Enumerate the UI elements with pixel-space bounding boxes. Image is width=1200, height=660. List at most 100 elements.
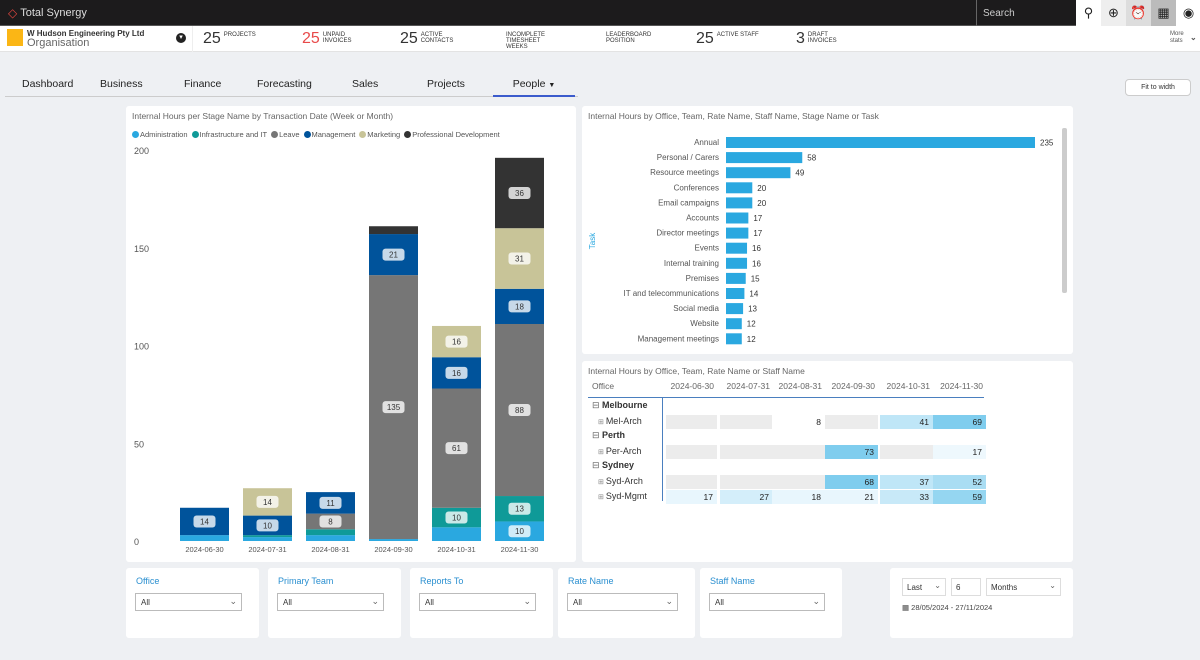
legend-item[interactable]: Administration [132, 130, 188, 139]
matrix-cell[interactable] [720, 415, 773, 429]
lightbulb-icon[interactable]: ⚲ [1076, 0, 1101, 26]
matrix-cell[interactable] [772, 475, 825, 489]
timer-icon[interactable]: ⏰ [1126, 0, 1151, 26]
bar[interactable] [726, 197, 753, 209]
bar[interactable] [726, 212, 749, 224]
stat-item[interactable]: 3 Draft Invoices [796, 30, 858, 48]
calendar-icon[interactable]: ▦ [1151, 0, 1176, 26]
stat-item[interactable]: 25 Projects [203, 30, 274, 48]
matrix-team-row[interactable]: ⊞ Syd-Arch [598, 476, 643, 486]
legend-item[interactable]: Infrastructure and IT [191, 130, 267, 139]
matrix-office-row[interactable]: ⊟ Perth [592, 430, 626, 440]
filter-select[interactable]: All ⌄ [567, 593, 678, 611]
legend-item[interactable]: Professional Development [404, 130, 500, 139]
search-input[interactable]: Search [976, 0, 1076, 26]
matrix-cell[interactable]: 52 [933, 475, 986, 489]
bar-segment[interactable] [180, 535, 229, 541]
bar[interactable] [726, 227, 749, 239]
stat-item[interactable]: 25 Active Staff [696, 30, 767, 48]
matrix-column-header[interactable]: 2024-06-30 [670, 381, 714, 391]
matrix-cell[interactable]: 8 [772, 415, 825, 429]
matrix-cell[interactable]: 17 [933, 445, 986, 459]
fit-to-width-button[interactable]: Fit to width [1125, 79, 1191, 96]
collapse-icon[interactable]: ⊟ [592, 430, 603, 440]
bar[interactable] [726, 137, 1035, 148]
bar-segment[interactable] [369, 226, 418, 235]
bar[interactable] [726, 182, 753, 194]
matrix-column-header[interactable]: 2024-10-31 [886, 381, 930, 391]
stat-item[interactable]: 25 Unpaid Invoices [302, 30, 373, 48]
matrix-column-header[interactable]: 2024-08-31 [778, 381, 822, 391]
bar[interactable] [726, 152, 803, 164]
matrix-office-row[interactable]: ⊟ Sydney [592, 460, 635, 470]
matrix-cell[interactable] [666, 415, 717, 429]
tab-finance[interactable]: Finance [184, 78, 222, 90]
collapse-icon[interactable]: ⊟ [592, 460, 603, 470]
bar[interactable] [726, 272, 746, 284]
tab-people[interactable]: People ▼ [493, 78, 575, 97]
chevron-down-icon[interactable]: ▾ [176, 33, 186, 43]
expand-icon[interactable]: ⊞ [598, 479, 606, 486]
bar-segment[interactable] [432, 527, 481, 541]
bar-segment[interactable] [306, 529, 355, 536]
tab-projects[interactable]: Projects [427, 78, 465, 90]
filter-select[interactable]: All ⌄ [419, 593, 536, 611]
bar[interactable] [726, 167, 791, 179]
bar[interactable] [726, 318, 742, 330]
legend-item[interactable]: Management [303, 130, 355, 139]
bar[interactable] [726, 333, 742, 345]
stat-item[interactable]: Leaderboard Position [603, 30, 656, 44]
matrix-cell[interactable]: 37 [880, 475, 933, 489]
matrix-team-row[interactable]: ⊞ Per-Arch [598, 446, 642, 456]
matrix-cell[interactable] [825, 415, 878, 429]
add-icon[interactable]: ⊕ [1101, 0, 1126, 26]
period-unit-select[interactable]: Months ⌄ [986, 578, 1061, 596]
stat-item[interactable]: Incomplete Timesheet Weeks [503, 30, 556, 50]
tab-forecasting[interactable]: Forecasting [257, 78, 312, 90]
matrix-cell[interactable]: 18 [772, 490, 825, 504]
expand-icon[interactable]: ⊞ [598, 494, 606, 501]
tab-sales[interactable]: Sales [352, 78, 379, 90]
matrix-cell[interactable]: 17 [666, 490, 717, 504]
matrix-cell[interactable] [772, 445, 825, 459]
org-selector[interactable]: W Hudson Engineering Pty Ltd Organisation [7, 29, 144, 49]
matrix-cell[interactable] [666, 445, 717, 459]
bar-segment[interactable] [306, 535, 355, 541]
scrollbar[interactable] [1062, 128, 1067, 293]
bar-segment[interactable] [369, 539, 418, 541]
legend-item[interactable]: Leave [271, 130, 300, 139]
period-count-input[interactable]: 6 [951, 578, 981, 596]
collapse-icon[interactable]: ⊟ [592, 400, 603, 410]
bar[interactable] [726, 288, 745, 299]
matrix-cell[interactable] [720, 475, 773, 489]
matrix-team-row[interactable]: ⊞ Mel-Arch [598, 416, 642, 426]
matrix-office-row[interactable]: ⊟ Melbourne [592, 400, 648, 410]
matrix-cell[interactable]: 68 [825, 475, 878, 489]
matrix-cell[interactable]: 21 [825, 490, 878, 504]
filter-select[interactable]: All ⌄ [135, 593, 242, 611]
matrix-cell[interactable]: 73 [825, 445, 878, 459]
brand-logo[interactable]: ◇ Total Synergy [8, 6, 87, 20]
matrix-cell[interactable]: 27 [720, 490, 773, 504]
matrix-cell[interactable] [666, 475, 717, 489]
matrix-column-header[interactable]: 2024-11-30 [940, 381, 983, 391]
tab-business[interactable]: Business [100, 78, 143, 90]
matrix-cell[interactable]: 59 [933, 490, 986, 504]
tab-dashboard[interactable]: Dashboard [22, 78, 74, 90]
stat-item[interactable]: 25 Active Contacts [400, 30, 471, 48]
bar[interactable] [726, 242, 748, 254]
matrix-cell[interactable] [880, 445, 933, 459]
bar-segment[interactable] [243, 537, 292, 541]
matrix-team-row[interactable]: ⊞ Syd-Mgmt [598, 491, 647, 501]
matrix-cell[interactable]: 41 [880, 415, 933, 429]
matrix-column-header[interactable]: 2024-07-31 [726, 381, 770, 391]
legend-item[interactable]: Marketing [359, 130, 400, 139]
matrix-cell[interactable]: 69 [933, 415, 986, 429]
user-icon[interactable]: ◉ [1176, 0, 1200, 26]
bar[interactable] [726, 257, 748, 269]
matrix-column-header[interactable]: 2024-09-30 [831, 381, 875, 391]
filter-select[interactable]: All ⌄ [709, 593, 825, 611]
expand-icon[interactable]: ⊞ [598, 449, 606, 456]
expand-icon[interactable]: ⊞ [598, 419, 606, 426]
period-mode-select[interactable]: Last ⌄ [902, 578, 946, 596]
